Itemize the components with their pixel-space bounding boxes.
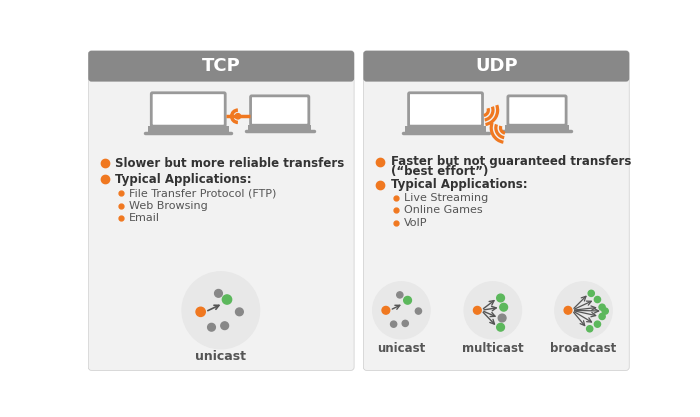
Text: UDP: UDP <box>475 57 517 75</box>
Circle shape <box>404 296 412 304</box>
FancyBboxPatch shape <box>363 51 629 370</box>
Bar <box>405 126 486 133</box>
Circle shape <box>196 307 205 317</box>
Circle shape <box>500 304 507 311</box>
Text: unicast: unicast <box>377 342 426 354</box>
FancyBboxPatch shape <box>251 96 309 125</box>
Bar <box>148 126 229 133</box>
Text: Typical Applications:: Typical Applications: <box>116 173 252 186</box>
Circle shape <box>391 321 397 327</box>
Text: TCP: TCP <box>202 57 241 75</box>
Circle shape <box>473 306 481 314</box>
Circle shape <box>372 282 430 339</box>
Circle shape <box>415 308 421 314</box>
Text: File Transfer Protocol (FTP): File Transfer Protocol (FTP) <box>129 188 276 198</box>
Text: Email: Email <box>129 213 160 223</box>
Text: Slower but more reliable transfers: Slower but more reliable transfers <box>116 157 344 170</box>
Circle shape <box>588 290 594 296</box>
FancyBboxPatch shape <box>88 51 354 82</box>
Text: multicast: multicast <box>462 342 524 354</box>
Bar <box>92 66 351 78</box>
Circle shape <box>599 314 605 319</box>
Text: VoIP: VoIP <box>404 218 427 228</box>
FancyBboxPatch shape <box>508 96 566 125</box>
Circle shape <box>235 308 244 316</box>
Circle shape <box>397 292 403 298</box>
Circle shape <box>587 326 593 332</box>
Circle shape <box>223 295 232 304</box>
Bar <box>367 66 626 78</box>
Circle shape <box>215 289 223 297</box>
Circle shape <box>564 306 572 314</box>
Circle shape <box>594 321 601 327</box>
Circle shape <box>235 113 241 119</box>
Circle shape <box>497 324 505 331</box>
Bar <box>248 125 312 131</box>
Text: Live Streaming: Live Streaming <box>404 193 488 203</box>
Circle shape <box>599 304 605 310</box>
Circle shape <box>497 294 505 302</box>
Circle shape <box>220 322 228 329</box>
Text: Typical Applications:: Typical Applications: <box>391 178 527 191</box>
Text: broadcast: broadcast <box>550 342 617 354</box>
Circle shape <box>498 314 506 322</box>
Circle shape <box>402 320 408 327</box>
FancyBboxPatch shape <box>151 93 225 126</box>
FancyBboxPatch shape <box>363 51 629 82</box>
Text: Online Games: Online Games <box>404 205 482 215</box>
Circle shape <box>182 272 260 349</box>
Circle shape <box>602 308 608 314</box>
Circle shape <box>594 296 601 303</box>
Circle shape <box>208 324 216 331</box>
Text: Web Browsing: Web Browsing <box>129 201 207 211</box>
Text: Faster but not guaranteed transfers: Faster but not guaranteed transfers <box>391 155 631 168</box>
Bar <box>505 125 569 131</box>
Circle shape <box>382 306 390 314</box>
Text: (“best effort”): (“best effort”) <box>391 165 488 178</box>
Circle shape <box>555 282 612 339</box>
Circle shape <box>464 282 522 339</box>
Text: unicast: unicast <box>195 350 246 363</box>
FancyBboxPatch shape <box>409 93 482 126</box>
FancyBboxPatch shape <box>88 51 354 370</box>
